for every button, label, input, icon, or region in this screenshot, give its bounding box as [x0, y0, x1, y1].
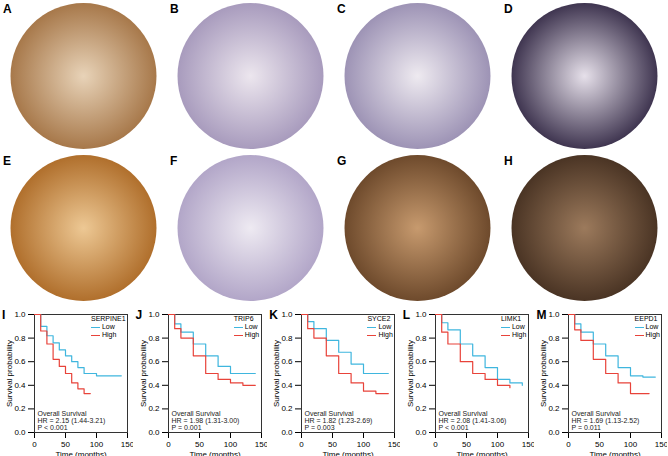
svg-text:0.2: 0.2: [14, 404, 26, 413]
svg-text:Time (months): Time (months): [55, 450, 107, 456]
svg-text:0: 0: [567, 440, 572, 449]
svg-text:F: F: [170, 154, 177, 168]
html-text:High: High: [102, 331, 117, 338]
svg-text:Overall SurvivalHR = 2.15 (1.4: Overall SurvivalHR = 2.15 (1.44-3.21)P <…: [38, 410, 106, 431]
svg-text:100: 100: [624, 440, 638, 449]
html-text:High: High: [512, 331, 527, 338]
svg-text:0: 0: [32, 440, 37, 449]
svg-text:Overall SurvivalHR = 2.08 (1.4: Overall SurvivalHR = 2.08 (1.41-3.06)P <…: [438, 410, 506, 431]
svg-text:1.0: 1.0: [282, 310, 294, 319]
svg-text:100: 100: [491, 440, 505, 449]
html-text:K: K: [269, 308, 278, 322]
svg-text:0.2: 0.2: [282, 404, 294, 413]
html-text:Low: Low: [512, 323, 525, 330]
svg-text:0.0: 0.0: [148, 428, 160, 437]
svg-text:0.0: 0.0: [415, 428, 427, 437]
svg-text:150: 150: [655, 440, 667, 449]
svg-text:0.4: 0.4: [415, 381, 427, 390]
svg-text:1.0: 1.0: [415, 310, 427, 319]
html-text:I: I: [2, 308, 6, 322]
svg-text:100: 100: [223, 440, 237, 449]
html-text:L: L: [402, 308, 411, 322]
svg-text:0.6: 0.6: [14, 357, 26, 366]
svg-text:0.8: 0.8: [549, 334, 561, 343]
svg-text:Overall SurvivalHR = 1.98 (1.3: Overall SurvivalHR = 1.98 (1.31-3.00)P =…: [171, 410, 239, 431]
html-text:High: High: [645, 331, 660, 338]
svg-text:0.0: 0.0: [14, 428, 26, 437]
svg-text:0.4: 0.4: [148, 381, 160, 390]
svg-text:0.0: 0.0: [282, 428, 294, 437]
svg-text:100: 100: [357, 440, 371, 449]
svg-text:G: G: [337, 154, 346, 168]
svg-text:Survival probability: Survival probability: [272, 340, 281, 407]
svg-text:50: 50: [195, 440, 204, 449]
svg-text:0: 0: [166, 440, 171, 449]
svg-text:0.4: 0.4: [549, 381, 561, 390]
svg-text:100: 100: [90, 440, 104, 449]
svg-text:0.8: 0.8: [415, 334, 427, 343]
svg-text:50: 50: [595, 440, 604, 449]
svg-text:1.0: 1.0: [549, 310, 561, 319]
html-text:Low: Low: [102, 323, 115, 330]
svg-text:Time (months): Time (months): [590, 450, 642, 456]
html-text:Low: Low: [378, 323, 392, 330]
svg-text:Survival probability: Survival probability: [5, 340, 14, 407]
svg-text:50: 50: [328, 440, 337, 449]
svg-text:Time (months): Time (months): [189, 450, 241, 456]
svg-text:50: 50: [462, 440, 471, 449]
svg-text:0.0: 0.0: [549, 428, 561, 437]
html-text:Low: Low: [244, 323, 258, 330]
svg-text:B: B: [170, 2, 179, 16]
svg-text:A: A: [3, 2, 12, 16]
html-text:SERPINE1: SERPINE1: [91, 315, 126, 322]
svg-text:Overall SurvivalHR = 1.82 (1.2: Overall SurvivalHR = 1.82 (1.23-2.69)P =…: [305, 410, 373, 431]
svg-text:D: D: [504, 2, 513, 16]
svg-text:0.2: 0.2: [148, 404, 160, 413]
svg-text:Overall SurvivalHR = 1.69 (1.1: Overall SurvivalHR = 1.69 (1.13-2.52)P =…: [572, 410, 640, 431]
svg-text:0.4: 0.4: [282, 381, 294, 390]
html-text:J: J: [135, 308, 143, 322]
html-text:High: High: [244, 331, 260, 338]
svg-text:Survival probability: Survival probability: [406, 340, 415, 407]
svg-text:1.0: 1.0: [14, 310, 26, 319]
html-text:Low: Low: [645, 323, 659, 330]
svg-text:0: 0: [433, 440, 438, 449]
svg-text:1.0: 1.0: [148, 310, 160, 319]
html-text:LIMK1: LIMK1: [501, 315, 522, 322]
svg-text:0.2: 0.2: [549, 404, 561, 413]
svg-text:0.6: 0.6: [282, 357, 294, 366]
svg-text:0.8: 0.8: [148, 334, 160, 343]
svg-text:Time (months): Time (months): [323, 450, 375, 456]
svg-text:0.2: 0.2: [415, 404, 427, 413]
svg-text:Survival probability: Survival probability: [540, 340, 549, 407]
svg-text:E: E: [3, 154, 11, 168]
svg-text:H: H: [504, 154, 513, 168]
svg-text:0.8: 0.8: [282, 334, 294, 343]
svg-text:50: 50: [61, 440, 70, 449]
svg-text:0.6: 0.6: [148, 357, 160, 366]
svg-text:0.4: 0.4: [14, 381, 26, 390]
svg-text:Time (months): Time (months): [456, 450, 508, 456]
svg-text:150: 150: [121, 440, 133, 449]
svg-text:C: C: [337, 2, 346, 16]
html-text:High: High: [378, 331, 393, 338]
svg-text:0.8: 0.8: [14, 334, 26, 343]
svg-text:0.6: 0.6: [549, 357, 561, 366]
html-text:EEPD1: EEPD1: [634, 315, 658, 322]
html-text:SYCE2: SYCE2: [367, 315, 391, 322]
svg-text:150: 150: [522, 440, 534, 449]
html-text:M: M: [536, 308, 547, 322]
svg-text:150: 150: [254, 440, 266, 449]
svg-text:0.6: 0.6: [415, 357, 427, 366]
svg-text:150: 150: [388, 440, 400, 449]
svg-text:Survival probability: Survival probability: [139, 340, 148, 407]
html-text:TRIP6: TRIP6: [233, 315, 254, 322]
svg-text:0: 0: [299, 440, 304, 449]
